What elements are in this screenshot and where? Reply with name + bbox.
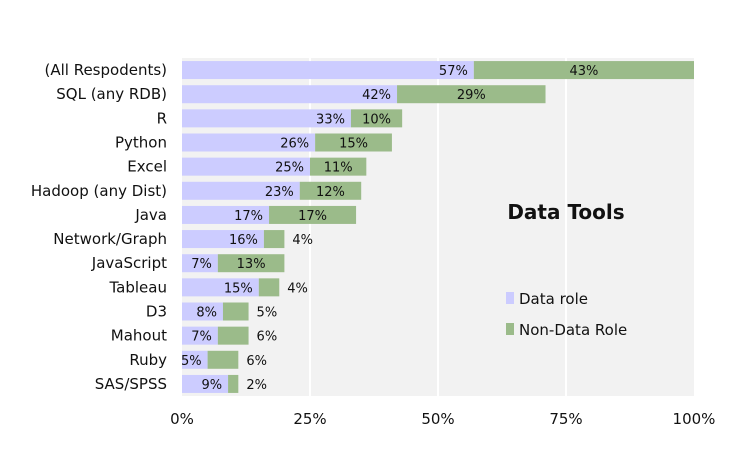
category-label: Java	[134, 206, 167, 224]
x-tick-label: 75%	[549, 410, 582, 428]
x-axis-ticks: 0% 25% 50% 75% 100%	[170, 410, 715, 428]
bar-non-data-role	[473, 61, 694, 80]
category-label: Hadoop (any Dist)	[31, 182, 167, 200]
value-label: 57%	[439, 64, 468, 79]
value-label: 10%	[362, 112, 391, 127]
legend-label: Data role	[519, 290, 588, 308]
value-label: 33%	[316, 112, 345, 127]
category-labels: (All Respodents) SQL (any RDB) R Python Exce…	[31, 61, 167, 393]
category-label: (All Respodents)	[44, 61, 167, 79]
value-label: 12%	[316, 185, 345, 200]
value-label: 4%	[292, 233, 313, 248]
x-tick-label: 100%	[673, 410, 716, 428]
value-label: 43%	[569, 64, 598, 79]
value-label: 26%	[280, 137, 309, 152]
category-label: SQL (any RDB)	[56, 85, 167, 103]
value-label: 8%	[196, 306, 217, 321]
category-label: Ruby	[129, 351, 167, 369]
value-label: 11%	[324, 161, 353, 176]
value-label: 23%	[265, 185, 294, 200]
bar-non-data-role	[310, 157, 367, 176]
bar-non-data-role	[269, 205, 357, 224]
bar-non-data-role	[258, 278, 280, 297]
x-tick-label: 25%	[293, 410, 326, 428]
category-label: SAS/SPSS	[95, 375, 167, 393]
legend-swatch-data-role	[506, 292, 514, 304]
legend: Data role Non-Data Role	[506, 290, 627, 339]
value-label: 7%	[191, 257, 212, 272]
bar-non-data-role	[207, 350, 239, 369]
value-label: 17%	[234, 209, 263, 224]
value-label: 5%	[181, 354, 202, 369]
bar-non-data-role	[299, 181, 362, 200]
bar-data-role	[182, 278, 259, 297]
bar-non-data-role	[222, 302, 249, 321]
value-label: 5%	[257, 306, 278, 321]
category-label: JavaScript	[91, 254, 167, 272]
value-label: 25%	[275, 161, 304, 176]
bar-data-role	[182, 302, 223, 321]
bar-data-role	[182, 181, 300, 200]
value-label: 15%	[339, 137, 368, 152]
value-label: 2%	[246, 378, 267, 393]
bar-data-role	[182, 374, 229, 393]
bars: 57% 43% 42% 29% 33% 10% 26% 15% 25% 11% 23% 12% 17% 1…	[181, 61, 694, 393]
bar-data-role	[182, 109, 351, 128]
value-label: 17%	[298, 209, 327, 224]
category-label: Tableau	[109, 278, 168, 296]
category-label: D3	[146, 303, 167, 321]
value-label: 6%	[246, 354, 267, 369]
bar-non-data-role	[217, 326, 249, 345]
bar-data-role	[182, 85, 398, 104]
value-label: 6%	[257, 330, 278, 345]
value-label: 9%	[201, 378, 222, 393]
x-tick-label: 0%	[170, 410, 194, 428]
bar-data-role	[182, 254, 218, 273]
bar-data-role	[182, 61, 474, 80]
bar-data-role	[182, 230, 264, 249]
value-label: 13%	[237, 257, 266, 272]
bar-non-data-role	[350, 109, 403, 128]
category-label: Python	[115, 134, 167, 152]
category-label: Network/Graph	[53, 230, 167, 248]
category-label: R	[157, 109, 167, 127]
legend-label: Non-Data Role	[519, 321, 627, 339]
value-label: 4%	[287, 281, 308, 296]
chart-title: Data Tools	[507, 200, 624, 224]
value-label: 15%	[224, 281, 253, 296]
category-label: Excel	[127, 158, 167, 176]
bar-data-role	[182, 133, 316, 152]
bar-non-data-role	[315, 133, 392, 152]
bar-data-role	[182, 157, 310, 176]
bar-data-role	[182, 326, 218, 345]
bar-non-data-role	[228, 374, 239, 393]
value-label: 29%	[457, 88, 486, 103]
bar-non-data-role	[263, 230, 285, 249]
bar-non-data-role	[397, 85, 546, 104]
x-tick-label: 50%	[421, 410, 454, 428]
value-label: 7%	[191, 330, 212, 345]
value-label: 16%	[229, 233, 258, 248]
category-label: Mahout	[111, 327, 167, 345]
bar-data-role	[182, 205, 270, 224]
bar-data-role	[182, 350, 208, 369]
value-label: 42%	[362, 88, 391, 103]
legend-swatch-non-data-role	[506, 323, 514, 335]
bar-non-data-role	[217, 254, 285, 273]
